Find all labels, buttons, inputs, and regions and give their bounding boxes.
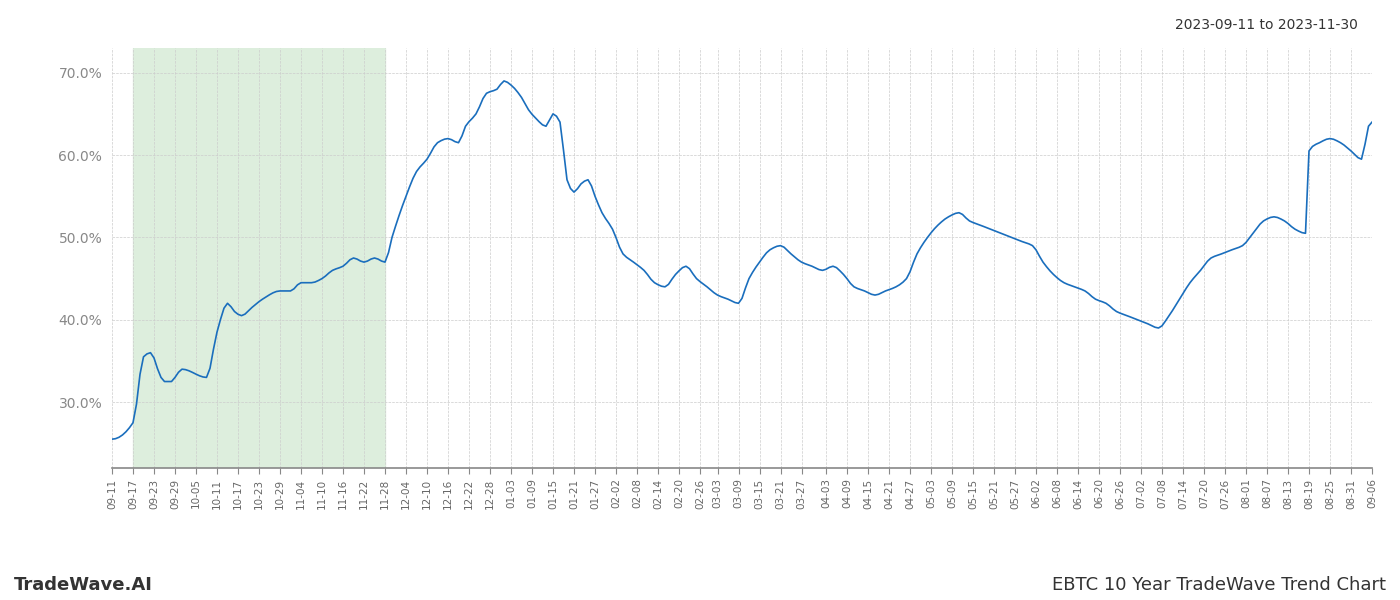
Text: 2023-09-11 to 2023-11-30: 2023-09-11 to 2023-11-30 xyxy=(1175,18,1358,32)
Text: EBTC 10 Year TradeWave Trend Chart: EBTC 10 Year TradeWave Trend Chart xyxy=(1051,576,1386,594)
Bar xyxy=(133,48,385,468)
Text: TradeWave.AI: TradeWave.AI xyxy=(14,576,153,594)
